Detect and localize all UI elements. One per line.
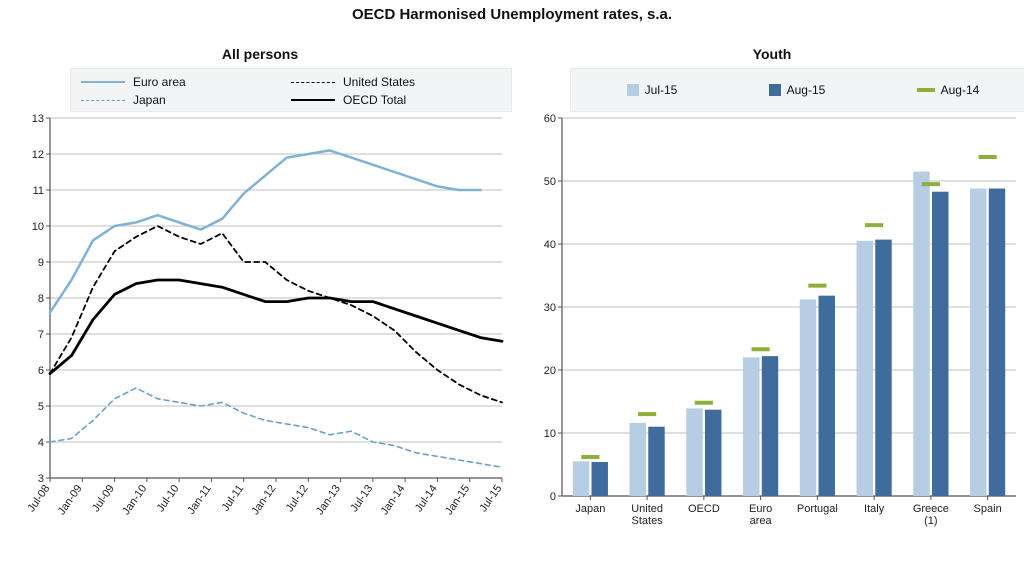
bar-jul15 [686,408,702,496]
svg-text:12: 12 [32,149,44,161]
svg-text:Jan-12: Jan-12 [249,483,278,517]
legend-label: Aug-14 [941,83,980,97]
legend-swatch [81,81,125,83]
svg-text:Jan-15: Jan-15 [443,483,472,517]
bar-jul15 [857,241,873,496]
bar-aug15 [648,427,664,496]
svg-text:Jul-12: Jul-12 [284,483,311,514]
svg-text:50: 50 [544,176,556,188]
svg-text:Jan-13: Jan-13 [314,483,343,517]
svg-text:40: 40 [544,239,556,251]
bar-aug15 [819,296,835,496]
panel-all-persons: All persons Euro area United States Japa… [10,46,510,557]
bar-aug15 [875,240,891,496]
bar-jul15 [743,357,759,496]
page-title: OECD Harmonised Unemployment rates, s.a. [0,6,1024,23]
panel-title-right: Youth [522,46,1022,62]
legend-label: Japan [133,93,166,107]
bar-jul15 [573,461,589,496]
svg-text:6: 6 [38,365,44,377]
category-label: OECD [688,503,720,515]
line-chart: 345678910111213Jul-08Jan-09Jul-09Jan-10J… [10,112,510,552]
svg-text:10: 10 [544,428,556,440]
category-label: Italy [864,503,885,515]
bar-jul15 [913,172,929,496]
svg-text:8: 8 [38,293,44,305]
svg-text:7: 7 [38,329,44,341]
svg-text:Jul-13: Jul-13 [348,483,375,514]
bar-jul15 [970,189,986,496]
series-us [50,226,502,402]
bar-aug15 [762,356,778,496]
category-label: Japan [575,503,605,515]
series-jp [50,388,502,467]
bar-jul15 [630,423,646,496]
svg-text:Jan-10: Jan-10 [120,483,149,517]
legend-swatch [291,99,335,101]
legend-right: Jul-15 Aug-15 Aug-14 [570,68,1024,112]
svg-text:Jul-15: Jul-15 [477,483,504,514]
svg-text:9: 9 [38,257,44,269]
svg-text:20: 20 [544,365,556,377]
bar-aug15 [989,189,1005,496]
svg-text:Jul-10: Jul-10 [155,483,182,514]
svg-text:11: 11 [33,185,44,197]
bar-aug15 [592,462,608,496]
legend-swatch [769,84,781,96]
panel-title-left: All persons [10,46,510,62]
legend-label: Jul-15 [645,83,678,97]
bar-aug15 [932,192,948,496]
category-label: Spain [974,503,1002,515]
bar-aug15 [705,410,721,496]
category-label: UnitedStates [631,503,663,527]
legend-label: OECD Total [343,93,406,107]
legend-swatch [81,100,125,101]
legend-label: United States [343,75,415,89]
svg-text:13: 13 [32,113,44,125]
svg-text:Jan-14: Jan-14 [378,483,407,517]
bar-chart: 0 10 20 30 40 50 60 Japan UnitedStates OECD Euroar… [522,112,1022,550]
svg-text:5: 5 [38,401,44,413]
category-label: Greece(1) [913,503,949,527]
svg-text:Jul-09: Jul-09 [90,483,117,514]
legend-label: Aug-15 [787,83,826,97]
svg-text:Jul-14: Jul-14 [413,483,440,514]
bar-jul15 [800,299,816,496]
svg-text:30: 30 [544,302,556,314]
legend-left: Euro area United States Japan OECD Total [70,68,512,112]
legend-swatch [291,82,335,83]
legend-swatch [917,88,935,92]
svg-text:0: 0 [550,491,556,503]
svg-text:4: 4 [38,437,44,449]
category-label: Euroarea [749,503,773,527]
page: { "title": "OECD Harmonised Unemployment… [0,0,1024,576]
category-label: Portugal [797,503,838,515]
svg-text:10: 10 [32,221,44,233]
legend-label: Euro area [133,75,186,89]
svg-text:Jan-11: Jan-11 [185,483,214,517]
svg-text:Jul-08: Jul-08 [25,483,52,514]
svg-text:60: 60 [544,113,556,125]
svg-text:Jan-09: Jan-09 [56,483,85,517]
svg-text:Jul-11: Jul-11 [220,483,247,514]
series-euro [50,150,481,312]
legend-swatch [627,84,639,96]
series-oecd [50,280,502,374]
panel-youth: Youth Jul-15 Aug-15 Aug-14 0 10 20 30 40 50 60 Ja… [522,46,1022,555]
